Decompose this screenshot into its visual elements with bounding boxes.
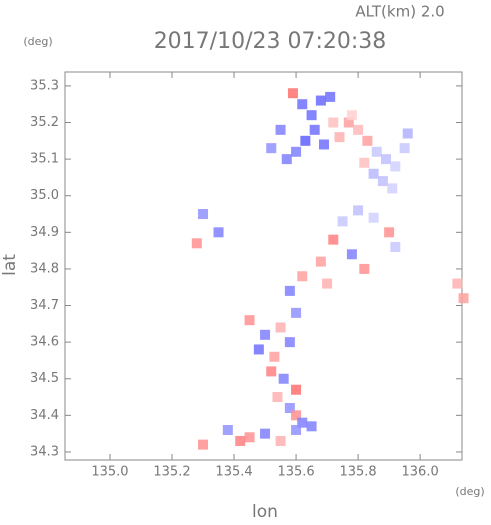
echo-cell — [269, 351, 280, 362]
echo-cell — [381, 154, 392, 165]
x-tick-label: 136.0 — [402, 465, 439, 480]
echo-cell — [346, 110, 357, 121]
echo-cell — [337, 216, 348, 227]
x-tick-label: 135.4 — [215, 465, 252, 480]
echo-cell — [284, 285, 295, 296]
echo-cell — [334, 132, 345, 143]
echo-cell — [359, 263, 370, 274]
echo-cell — [315, 95, 326, 106]
echo-cell — [297, 99, 308, 110]
echo-cell — [235, 435, 246, 446]
echo-cell — [377, 176, 388, 187]
echo-cell — [362, 135, 373, 146]
echo-cell — [328, 117, 339, 128]
echo-cell — [353, 205, 364, 216]
echo-cell — [284, 403, 295, 414]
x-tick-label: 135.6 — [277, 465, 314, 480]
echo-cell — [266, 366, 277, 377]
echo-cell — [306, 421, 317, 432]
echo-cell — [458, 293, 469, 304]
echo-cell — [387, 183, 398, 194]
echo-cell — [222, 424, 233, 435]
y-tick-label: 34.3 — [30, 444, 59, 459]
echo-cell — [343, 117, 354, 128]
echo-cell — [291, 410, 302, 421]
echo-cell — [198, 439, 209, 450]
y-axis-label: lat — [0, 254, 20, 276]
echo-cell — [260, 428, 271, 439]
x-tick-label: 135.0 — [91, 465, 128, 480]
echo-cell — [284, 337, 295, 348]
echo-cell — [328, 234, 339, 245]
echo-cell — [213, 227, 224, 238]
echo-cell — [281, 154, 292, 165]
echo-cell — [353, 124, 364, 135]
echo-cell — [272, 392, 283, 403]
echo-cell — [291, 424, 302, 435]
echo-cell — [322, 278, 333, 289]
echo-cell — [390, 241, 401, 252]
echo-cell — [368, 168, 379, 179]
echo-cell — [253, 344, 264, 355]
echo-cell — [266, 143, 277, 154]
echo-cell — [275, 435, 286, 446]
echo-cell — [318, 139, 329, 150]
echo-cell — [198, 209, 209, 220]
y-tick-label: 34.8 — [30, 261, 59, 276]
echo-cell — [291, 307, 302, 318]
echo-cell — [368, 212, 379, 223]
echo-cell — [399, 143, 410, 154]
echo-cell — [244, 315, 255, 326]
echo-cell — [287, 88, 298, 99]
echo-cell — [452, 278, 463, 289]
echo-cell — [359, 157, 370, 168]
y-tick-label: 35.0 — [30, 188, 59, 203]
y-tick-label: 34.6 — [30, 335, 59, 350]
echo-cell — [384, 227, 395, 238]
y-tick-label: 34.9 — [30, 225, 59, 240]
echo-cell — [297, 271, 308, 282]
plot-frame — [64, 71, 463, 461]
x-axis-label: lon — [252, 502, 278, 521]
echo-cell — [297, 417, 308, 428]
y-tick-label: 35.2 — [30, 115, 59, 130]
echo-cell — [291, 146, 302, 157]
echo-cell — [244, 432, 255, 443]
echo-cell — [371, 146, 382, 157]
y-tick-label: 34.7 — [30, 298, 59, 313]
chart-title: 2017/10/23 07:20:38 — [154, 29, 387, 54]
subtitle: ALT(km) 2.0 — [355, 3, 444, 21]
echo-cell — [191, 238, 202, 249]
echo-cell — [309, 124, 320, 135]
y-tick-label: 34.4 — [30, 408, 59, 423]
echo-cell — [346, 249, 357, 260]
y-tick-label: 34.5 — [30, 371, 59, 386]
x-tick-label: 135.8 — [339, 465, 376, 480]
echo-cell — [306, 110, 317, 121]
y-tick-label: 35.1 — [30, 152, 59, 167]
echo-cell — [260, 329, 271, 340]
echo-cell — [278, 373, 289, 384]
x-tick-label: 135.2 — [153, 465, 190, 480]
echo-cell — [315, 256, 326, 267]
y-tick-label: 35.3 — [30, 78, 59, 93]
echo-cell — [300, 135, 311, 146]
echo-cell — [325, 91, 336, 102]
echo-cell — [275, 124, 286, 135]
echo-cell — [275, 322, 286, 333]
x-unit: (deg) — [455, 485, 484, 498]
echo-cell — [390, 161, 401, 172]
echo-cell — [291, 384, 302, 395]
y-unit: (deg) — [23, 35, 52, 48]
echo-cell — [402, 128, 413, 139]
